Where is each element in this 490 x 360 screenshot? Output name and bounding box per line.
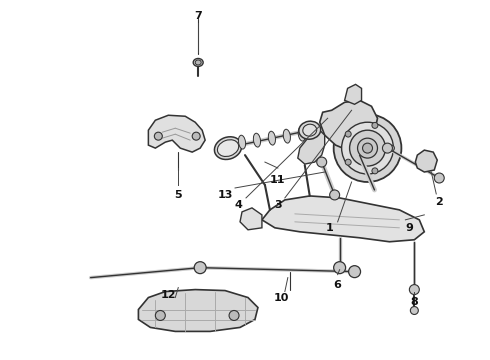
- Text: 8: 8: [411, 297, 418, 306]
- Text: 5: 5: [174, 190, 182, 200]
- Ellipse shape: [342, 122, 393, 174]
- Ellipse shape: [269, 131, 275, 145]
- Ellipse shape: [345, 159, 351, 165]
- Text: 2: 2: [436, 197, 443, 207]
- Polygon shape: [148, 115, 205, 152]
- Polygon shape: [138, 289, 258, 332]
- Ellipse shape: [348, 266, 361, 278]
- Ellipse shape: [298, 127, 305, 141]
- Polygon shape: [298, 130, 325, 164]
- Text: 12: 12: [161, 289, 176, 300]
- Polygon shape: [262, 196, 424, 242]
- Ellipse shape: [239, 135, 245, 149]
- Polygon shape: [240, 208, 262, 230]
- Ellipse shape: [349, 130, 386, 166]
- Ellipse shape: [383, 143, 392, 153]
- Text: 10: 10: [274, 293, 290, 302]
- Ellipse shape: [345, 131, 351, 137]
- Ellipse shape: [192, 132, 200, 140]
- Polygon shape: [319, 100, 377, 150]
- Ellipse shape: [410, 306, 418, 315]
- Text: 1: 1: [326, 223, 334, 233]
- Ellipse shape: [334, 114, 401, 182]
- Text: 4: 4: [234, 200, 242, 210]
- Ellipse shape: [317, 157, 327, 167]
- Ellipse shape: [363, 143, 372, 153]
- Ellipse shape: [409, 285, 419, 294]
- Text: 13: 13: [218, 190, 233, 200]
- Ellipse shape: [218, 140, 239, 157]
- Ellipse shape: [195, 60, 201, 65]
- Ellipse shape: [194, 262, 206, 274]
- Ellipse shape: [434, 173, 444, 183]
- Ellipse shape: [229, 310, 239, 320]
- Ellipse shape: [372, 168, 378, 174]
- Polygon shape: [344, 84, 362, 104]
- Ellipse shape: [330, 190, 340, 200]
- Ellipse shape: [372, 122, 378, 129]
- Ellipse shape: [154, 132, 162, 140]
- Ellipse shape: [389, 145, 394, 151]
- Polygon shape: [416, 150, 437, 172]
- Text: 7: 7: [195, 11, 202, 21]
- Text: 9: 9: [405, 223, 413, 233]
- Ellipse shape: [299, 121, 320, 139]
- Text: 3: 3: [274, 200, 282, 210]
- Text: 11: 11: [270, 175, 286, 185]
- Ellipse shape: [215, 137, 242, 159]
- Ellipse shape: [358, 138, 377, 158]
- Ellipse shape: [334, 262, 345, 274]
- Ellipse shape: [155, 310, 165, 320]
- Ellipse shape: [303, 124, 317, 136]
- Ellipse shape: [283, 129, 291, 143]
- Text: 6: 6: [334, 280, 342, 289]
- Ellipse shape: [253, 133, 261, 147]
- Ellipse shape: [193, 58, 203, 67]
